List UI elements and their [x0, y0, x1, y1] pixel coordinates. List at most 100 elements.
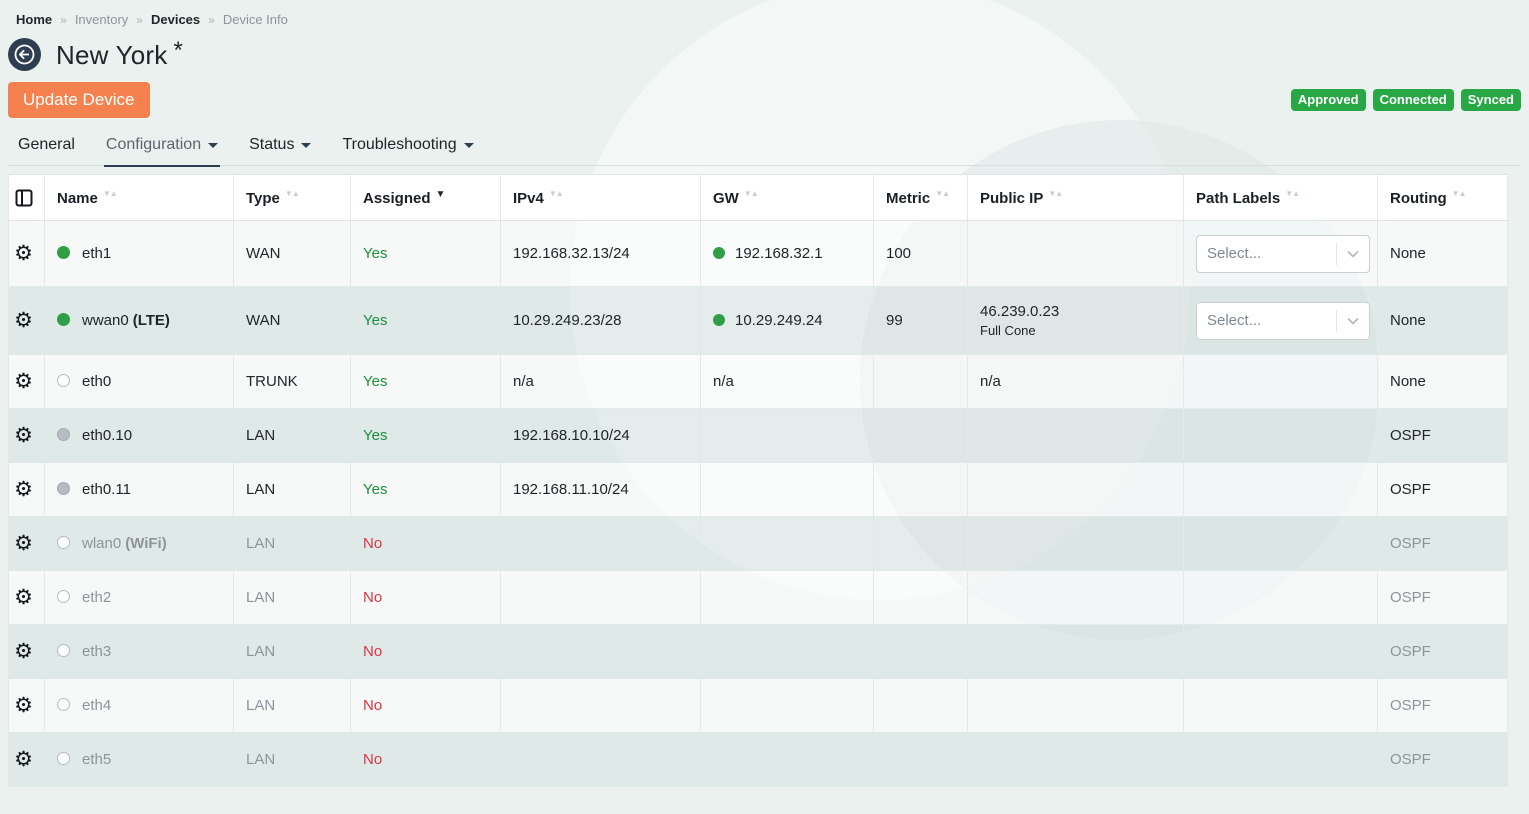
tab-status[interactable]: Status	[247, 132, 313, 165]
tab-troubleshooting[interactable]: Troubleshooting	[340, 132, 475, 165]
tab-general[interactable]: General	[18, 136, 75, 153]
interface-gw-cell	[700, 408, 874, 463]
path-labels-select[interactable]: Select...	[1196, 234, 1370, 273]
column-settings-button[interactable]	[8, 174, 45, 221]
interface-status-dot	[57, 482, 70, 495]
interface-path-labels-cell	[1183, 624, 1378, 679]
tab-configuration[interactable]: Configuration	[103, 132, 221, 167]
interface-metric-cell	[873, 354, 968, 409]
column-header-metric[interactable]: Metric ▼▲	[873, 174, 968, 221]
column-header-gw[interactable]: GW ▼▲	[700, 174, 874, 221]
interface-assigned-cell: Yes	[350, 220, 501, 287]
gw-address: 192.168.32.1	[735, 245, 823, 262]
sort-icon[interactable]: ▼▲	[743, 188, 759, 198]
sort-icon[interactable]: ▼▲	[284, 188, 300, 198]
interface-assigned-cell: Yes	[350, 408, 501, 463]
gear-icon[interactable]: ⚙	[14, 478, 33, 501]
interface-name: eth0.11	[82, 481, 131, 498]
status-badge-synced: Synced	[1460, 89, 1521, 111]
interface-ipv4-cell	[500, 678, 701, 733]
interface-type-cell: LAN	[233, 570, 351, 625]
title-row: New York *	[8, 36, 1521, 72]
path-labels-select[interactable]: Select...	[1196, 301, 1370, 340]
unsaved-changes-marker: *	[173, 37, 183, 64]
interface-assigned-cell: Yes	[350, 286, 501, 355]
sort-icon[interactable]: ▼▲	[1048, 188, 1063, 198]
interface-public-ip-cell	[967, 570, 1184, 625]
interface-metric-cell: 100	[873, 220, 968, 287]
interface-settings-cell: ⚙	[8, 220, 45, 287]
interface-type-cell: LAN	[233, 408, 351, 463]
interface-name: eth4	[82, 697, 112, 714]
interface-gw-cell	[700, 462, 874, 517]
gear-icon[interactable]: ⚙	[14, 242, 33, 265]
interface-ipv4-cell: 192.168.11.10/24	[500, 462, 701, 517]
public-ip-address: n/a	[980, 372, 1001, 390]
interface-metric-cell	[873, 516, 968, 571]
update-device-button[interactable]: Update Device	[8, 82, 150, 118]
interface-ipv4-cell: 192.168.10.10/24	[500, 408, 701, 463]
interface-public-ip-cell	[967, 732, 1184, 787]
sort-desc-icon[interactable]: ▼	[435, 188, 446, 200]
breadcrumb-inventory[interactable]: Inventory	[74, 12, 129, 27]
column-header-type[interactable]: Type ▼▲	[233, 174, 351, 221]
interface-type-cell: WAN	[233, 286, 351, 355]
gear-icon[interactable]: ⚙	[14, 748, 33, 771]
gear-icon[interactable]: ⚙	[14, 640, 33, 663]
device-status-badges: Approved Connected Synced	[1290, 89, 1521, 111]
sort-icon[interactable]: ▼▲	[1451, 188, 1467, 198]
column-header-ipv4[interactable]: IPv4 ▼▲	[500, 174, 701, 221]
interface-assigned-cell: No	[350, 678, 501, 733]
interface-name-cell: eth4	[44, 678, 234, 733]
interface-gw-cell	[700, 570, 874, 625]
interface-path-labels-cell	[1183, 570, 1378, 625]
action-row: Update Device Approved Connected Synced	[8, 82, 1521, 118]
interface-settings-cell: ⚙	[8, 678, 45, 733]
sort-icon[interactable]: ▼▲	[935, 188, 950, 198]
sort-icon[interactable]: ▼▲	[1285, 188, 1300, 198]
nat-type: Full Cone	[980, 322, 1036, 338]
interface-routing-cell: OSPF	[1377, 516, 1508, 571]
interface-metric-cell	[873, 678, 968, 733]
sort-icon[interactable]: ▼▲	[548, 188, 564, 198]
sort-icon[interactable]: ▼▲	[102, 188, 118, 198]
interface-public-ip-cell	[967, 516, 1184, 571]
select-divider	[1336, 242, 1337, 265]
interface-path-labels-cell	[1183, 408, 1378, 463]
interface-routing-cell: OSPF	[1377, 408, 1508, 463]
column-header-routing[interactable]: Routing ▼▲	[1377, 174, 1508, 221]
chevron-down-icon[interactable]	[1344, 312, 1362, 330]
interface-settings-cell: ⚙	[8, 286, 45, 355]
interface-assigned-cell: No	[350, 570, 501, 625]
table-row: ⚙ eth0 TRUNK Yes n/a n/a n/a None	[8, 354, 1508, 409]
interface-name: eth3	[82, 643, 112, 660]
assigned-value: No	[363, 643, 383, 660]
chevron-down-icon[interactable]	[1344, 245, 1362, 263]
table-row: ⚙ eth1 WAN Yes 192.168.32.13/24 192.168.…	[8, 220, 1508, 287]
column-header-name[interactable]: Name ▼▲	[44, 174, 234, 221]
column-header-path-labels[interactable]: Path Labels ▼▲	[1183, 174, 1378, 221]
breadcrumb-devices[interactable]: Devices	[150, 12, 201, 27]
interface-status-dot	[57, 536, 70, 549]
interface-routing-cell: OSPF	[1377, 462, 1508, 517]
gear-icon[interactable]: ⚙	[14, 309, 33, 332]
column-header-public-ip[interactable]: Public IP ▼▲	[967, 174, 1184, 221]
interface-name-cell: eth5	[44, 732, 234, 787]
interface-public-ip-cell: 46.239.0.23 Full Cone	[967, 286, 1184, 355]
gear-icon[interactable]: ⚙	[14, 370, 33, 393]
interface-type-cell: LAN	[233, 678, 351, 733]
column-header-assigned[interactable]: Assigned ▼	[350, 174, 501, 221]
gear-icon[interactable]: ⚙	[14, 694, 33, 717]
breadcrumb-device-info: Device Info	[222, 12, 288, 27]
back-button[interactable]	[8, 37, 41, 71]
public-ip-address: 46.239.0.23	[980, 302, 1060, 320]
interface-public-ip-cell	[967, 462, 1184, 517]
breadcrumb-home[interactable]: Home	[16, 12, 53, 27]
table-row: ⚙ eth4 LAN No OSPF	[8, 678, 1508, 733]
gear-icon[interactable]: ⚙	[14, 424, 33, 447]
interface-metric-cell	[873, 408, 968, 463]
gear-icon[interactable]: ⚙	[14, 586, 33, 609]
interface-settings-cell: ⚙	[8, 354, 45, 409]
interface-name: eth1	[82, 245, 112, 262]
gear-icon[interactable]: ⚙	[14, 532, 33, 555]
